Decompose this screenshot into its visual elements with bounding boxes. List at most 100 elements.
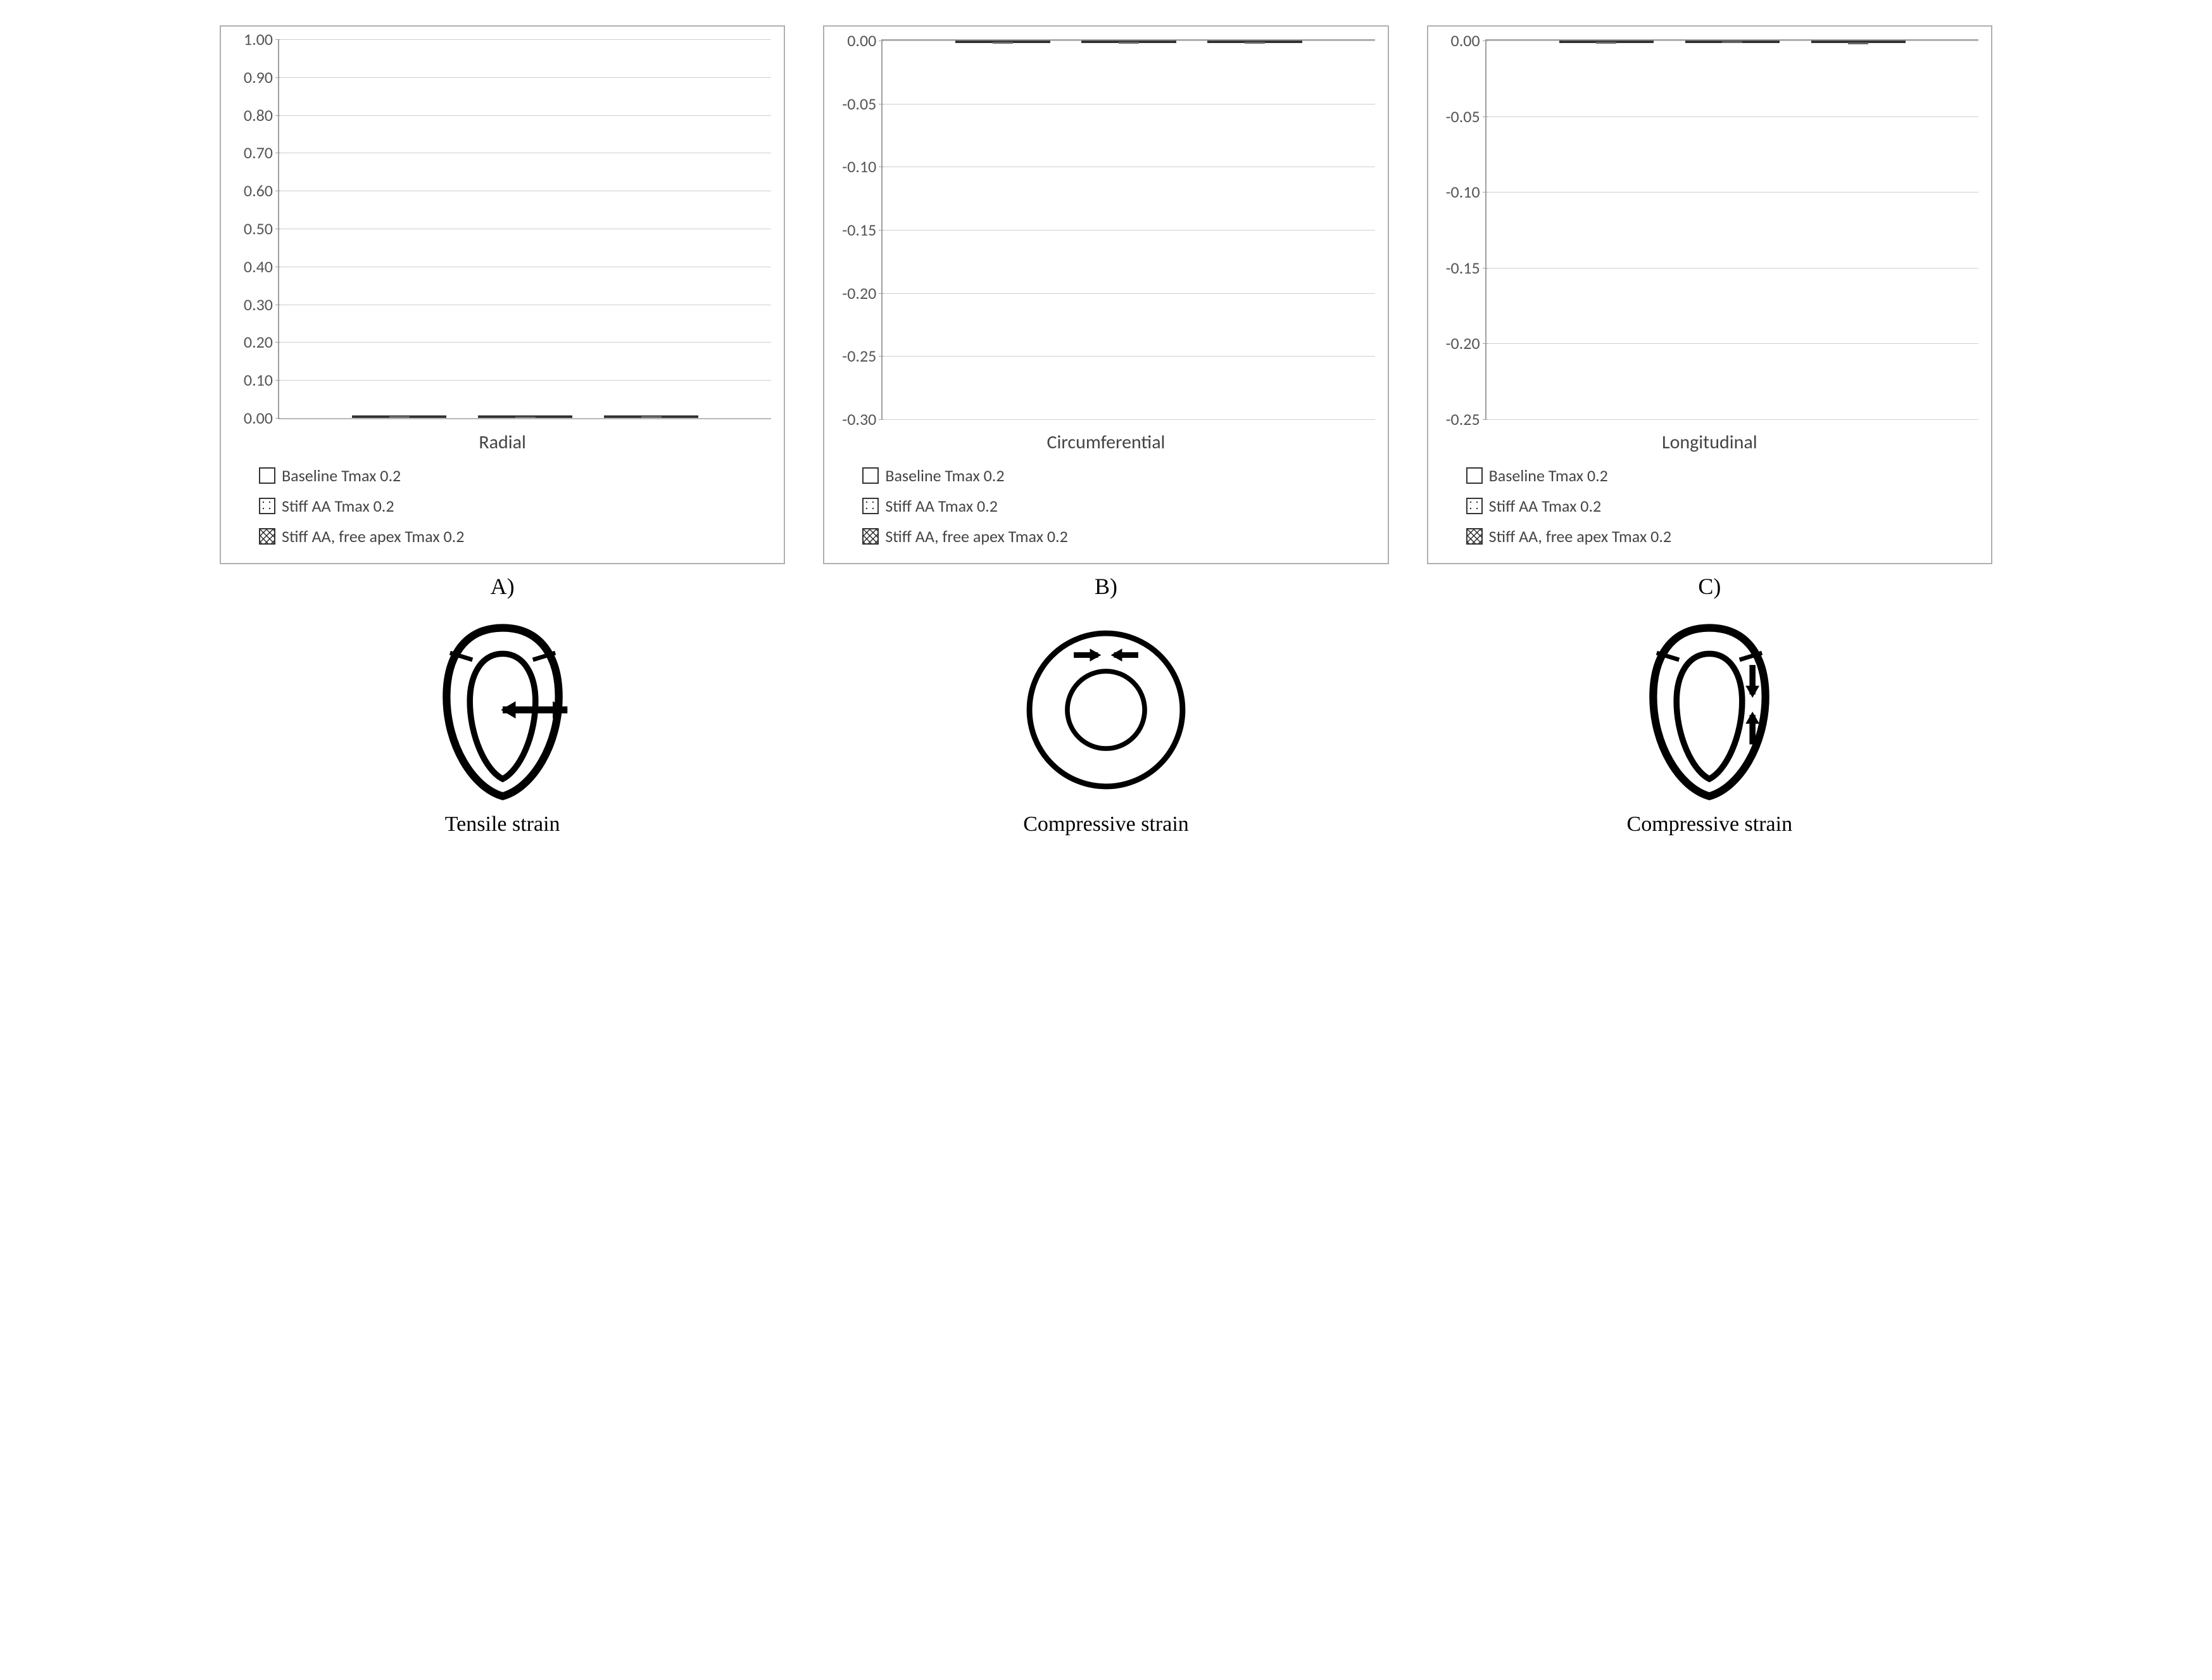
error-cap bbox=[1596, 42, 1616, 44]
legend-item: Stiff AA, free apex Tmax 0.2 bbox=[1466, 526, 1978, 546]
legend-label: Baseline Tmax 0.2 bbox=[885, 465, 1004, 486]
ytick-label: -0.25 bbox=[1446, 409, 1486, 429]
axis-title-radial: Radial bbox=[234, 431, 771, 454]
legend-label: Stiff AA Tmax 0.2 bbox=[282, 496, 394, 516]
error-cap bbox=[641, 417, 662, 418]
bar bbox=[1207, 41, 1302, 43]
ytick-label: -0.05 bbox=[842, 94, 883, 114]
bars-container bbox=[883, 41, 1374, 419]
ytick-label: -0.10 bbox=[1446, 182, 1486, 202]
ytick-label: 0.00 bbox=[244, 408, 279, 428]
error-cap bbox=[389, 417, 410, 418]
legend-swatch bbox=[862, 498, 879, 514]
legend-swatch bbox=[259, 467, 275, 484]
legend-swatch bbox=[862, 467, 879, 484]
legend-label: Stiff AA, free apex Tmax 0.2 bbox=[282, 526, 464, 546]
chart-box-radial: 0.00 0.10 0.20 0.30 0.40 0.50 0.60 0.70 0.80 0.90… bbox=[220, 25, 785, 564]
legend-label: Stiff AA Tmax 0.2 bbox=[1489, 496, 1602, 516]
lv-long-icon bbox=[1621, 615, 1798, 805]
ytick-label: 0.60 bbox=[244, 180, 279, 201]
ytick-label: -0.10 bbox=[842, 156, 883, 177]
legend-circ: Baseline Tmax 0.2 Stiff AA Tmax 0.2 Stiff … bbox=[837, 465, 1374, 546]
ytick-label: -0.25 bbox=[842, 346, 883, 366]
panel-letter-a: A) bbox=[491, 573, 515, 600]
ytick-label: 1.00 bbox=[244, 29, 279, 49]
legend-swatch bbox=[259, 528, 275, 545]
bars-container bbox=[1486, 41, 1978, 419]
gridline bbox=[883, 419, 1374, 420]
panel-longitudinal: -0.25-0.20-0.15-0.10-0.050.00 Longitudin… bbox=[1427, 25, 1992, 837]
legend-label: Baseline Tmax 0.2 bbox=[1489, 465, 1608, 486]
legend-swatch bbox=[1466, 467, 1483, 484]
plot-area-circ: -0.30-0.25-0.20-0.15-0.10-0.050.00 bbox=[881, 39, 1374, 419]
bar bbox=[1081, 41, 1176, 43]
plot-area-long: -0.25-0.20-0.15-0.10-0.050.00 bbox=[1485, 39, 1978, 419]
ytick-label: 0.20 bbox=[244, 332, 279, 352]
axis-title-long: Longitudinal bbox=[1441, 431, 1978, 454]
plot-area-radial: 0.000.100.200.300.400.500.600.700.800.90… bbox=[278, 39, 771, 419]
legend-label: Stiff AA, free apex Tmax 0.2 bbox=[885, 526, 1067, 546]
ytick-label: 0.00 bbox=[1451, 30, 1486, 51]
bar bbox=[1559, 41, 1654, 43]
ytick-label: 0.80 bbox=[244, 105, 279, 125]
bar bbox=[604, 415, 698, 418]
ytick-label: 0.30 bbox=[244, 294, 279, 315]
ytick-label: -0.05 bbox=[1446, 106, 1486, 127]
ring-icon bbox=[1017, 615, 1195, 805]
ytick-label: 0.50 bbox=[244, 218, 279, 239]
legend-long: Baseline Tmax 0.2 Stiff AA Tmax 0.2 Stiff … bbox=[1441, 465, 1978, 546]
diagram-circ: Compressive strain bbox=[1017, 615, 1195, 837]
ytick-label: 0.00 bbox=[847, 30, 883, 51]
legend-radial: Baseline Tmax 0.2 Stiff AA Tmax 0.2 Stiff … bbox=[234, 465, 771, 546]
legend-item: Stiff AA Tmax 0.2 bbox=[862, 496, 1374, 516]
legend-label: Baseline Tmax 0.2 bbox=[282, 465, 401, 486]
ytick-label: 0.40 bbox=[244, 256, 279, 277]
bar bbox=[478, 415, 572, 418]
bar bbox=[1685, 41, 1780, 43]
ytick-label: 0.90 bbox=[244, 67, 279, 87]
ytick-label: 0.70 bbox=[244, 142, 279, 163]
legend-swatch bbox=[862, 528, 879, 545]
diagram-long: Compressive strain bbox=[1621, 615, 1798, 837]
legend-swatch bbox=[1466, 498, 1483, 514]
panel-circumferential: -0.30-0.25-0.20-0.15-0.10-0.050.00 Circu… bbox=[823, 25, 1388, 837]
legend-item: Baseline Tmax 0.2 bbox=[1466, 465, 1978, 486]
gridline bbox=[1486, 419, 1978, 420]
legend-swatch bbox=[1466, 528, 1483, 545]
panel-letter-c: C) bbox=[1698, 573, 1721, 600]
error-cap bbox=[515, 417, 536, 418]
lv-radial-icon bbox=[414, 615, 591, 805]
legend-item: Stiff AA Tmax 0.2 bbox=[1466, 496, 1978, 516]
legend-item: Stiff AA Tmax 0.2 bbox=[259, 496, 771, 516]
strain-label-long: Compressive strain bbox=[1627, 812, 1793, 837]
bars-container bbox=[279, 39, 771, 418]
chart-box-circ: -0.30-0.25-0.20-0.15-0.10-0.050.00 Circu… bbox=[823, 25, 1388, 564]
error-cap bbox=[993, 42, 1013, 44]
legend-item: Baseline Tmax 0.2 bbox=[259, 465, 771, 486]
legend-label: Stiff AA Tmax 0.2 bbox=[885, 496, 998, 516]
strain-label-circ: Compressive strain bbox=[1023, 812, 1189, 837]
axis-title-circ: Circumferential bbox=[837, 431, 1374, 454]
error-cap bbox=[1245, 42, 1265, 44]
diagram-radial: Tensile strain bbox=[414, 615, 591, 837]
error-cap bbox=[1848, 43, 1868, 44]
ytick-label: -0.15 bbox=[1446, 258, 1486, 278]
bar bbox=[352, 415, 446, 418]
error-cap bbox=[1722, 42, 1742, 43]
legend-swatch bbox=[259, 498, 275, 514]
figure-grid: 0.00 0.10 0.20 0.30 0.40 0.50 0.60 0.70 0.80 0.90… bbox=[220, 25, 1992, 837]
ytick-label: 0.10 bbox=[244, 370, 279, 390]
ytick-label: -0.20 bbox=[842, 283, 883, 303]
bar bbox=[955, 41, 1050, 43]
legend-item: Baseline Tmax 0.2 bbox=[862, 465, 1374, 486]
panel-letter-b: B) bbox=[1095, 573, 1117, 600]
ytick-label: -0.30 bbox=[842, 409, 883, 429]
legend-label: Stiff AA, free apex Tmax 0.2 bbox=[1489, 526, 1671, 546]
ytick-label: -0.15 bbox=[842, 220, 883, 240]
chart-box-long: -0.25-0.20-0.15-0.10-0.050.00 Longitudin… bbox=[1427, 25, 1992, 564]
strain-label-radial: Tensile strain bbox=[445, 812, 560, 837]
legend-item: Stiff AA, free apex Tmax 0.2 bbox=[259, 526, 771, 546]
bar bbox=[1811, 41, 1906, 43]
legend-item: Stiff AA, free apex Tmax 0.2 bbox=[862, 526, 1374, 546]
panel-radial: 0.00 0.10 0.20 0.30 0.40 0.50 0.60 0.70 0.80 0.90… bbox=[220, 25, 785, 837]
